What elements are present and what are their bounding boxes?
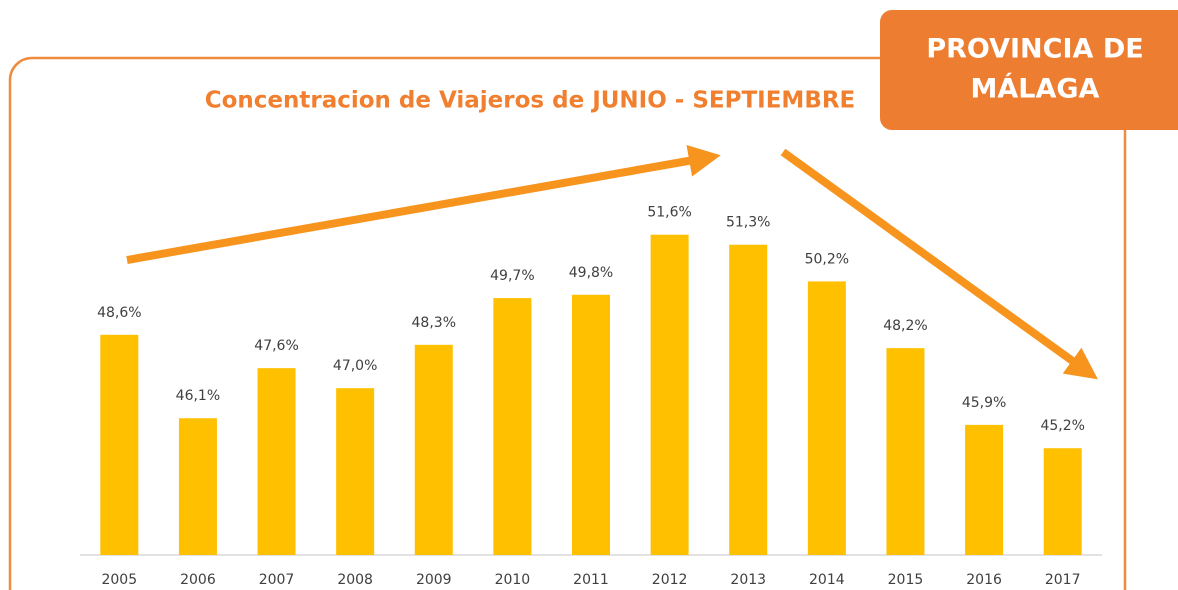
x-tick-label: 2010: [495, 572, 531, 588]
x-tick-label: 2006: [180, 572, 216, 588]
x-tick-label: 2007: [259, 572, 295, 588]
x-tick-label: 2014: [809, 572, 845, 588]
bar: [100, 334, 139, 555]
bar: [493, 298, 532, 555]
data-label: 45,2%: [1040, 418, 1084, 434]
badge: [880, 10, 1178, 130]
x-tick-label: 2005: [101, 572, 137, 588]
bar: [965, 424, 1004, 555]
bar: [572, 294, 610, 555]
trend-arrow: [126, 145, 721, 264]
data-label: 45,9%: [962, 395, 1006, 411]
bar: [257, 368, 296, 555]
data-label: 48,2%: [883, 318, 927, 334]
bar: [886, 348, 925, 555]
data-label: 49,7%: [490, 268, 534, 284]
data-label: 49,8%: [569, 265, 613, 281]
bar: [178, 418, 217, 555]
data-label: 50,2%: [805, 251, 849, 267]
data-label: 47,6%: [254, 338, 298, 354]
data-label: 47,0%: [333, 358, 377, 374]
bar: [729, 244, 768, 555]
data-label: 51,3%: [726, 215, 770, 231]
data-label: 46,1%: [176, 388, 220, 404]
chart-title: Concentracion de Viajeros de JUNIO - SEP…: [205, 88, 856, 114]
badge-text: PROVINCIA DE: [926, 34, 1143, 65]
bar: [1043, 448, 1082, 555]
bar: [807, 281, 846, 555]
data-label: 51,6%: [647, 205, 691, 221]
x-tick-label: 2015: [888, 572, 924, 588]
frame: [8, 56, 1127, 590]
badge-text: MÁLAGA: [971, 73, 1100, 105]
x-tick-label: 2011: [573, 572, 609, 588]
bar: [650, 234, 689, 555]
x-tick-label: 2017: [1045, 572, 1081, 588]
x-tick-label: 2016: [966, 572, 1002, 588]
data-label: 48,6%: [97, 305, 141, 321]
data-label: 48,3%: [412, 315, 456, 331]
x-tick-label: 2012: [652, 572, 688, 588]
x-tick-label: 2009: [416, 572, 452, 588]
bar: [336, 388, 375, 555]
x-tick-label: 2008: [337, 572, 373, 588]
trend-arrow: [780, 148, 1098, 380]
x-tick-label: 2013: [730, 572, 766, 588]
bar: [414, 344, 453, 555]
